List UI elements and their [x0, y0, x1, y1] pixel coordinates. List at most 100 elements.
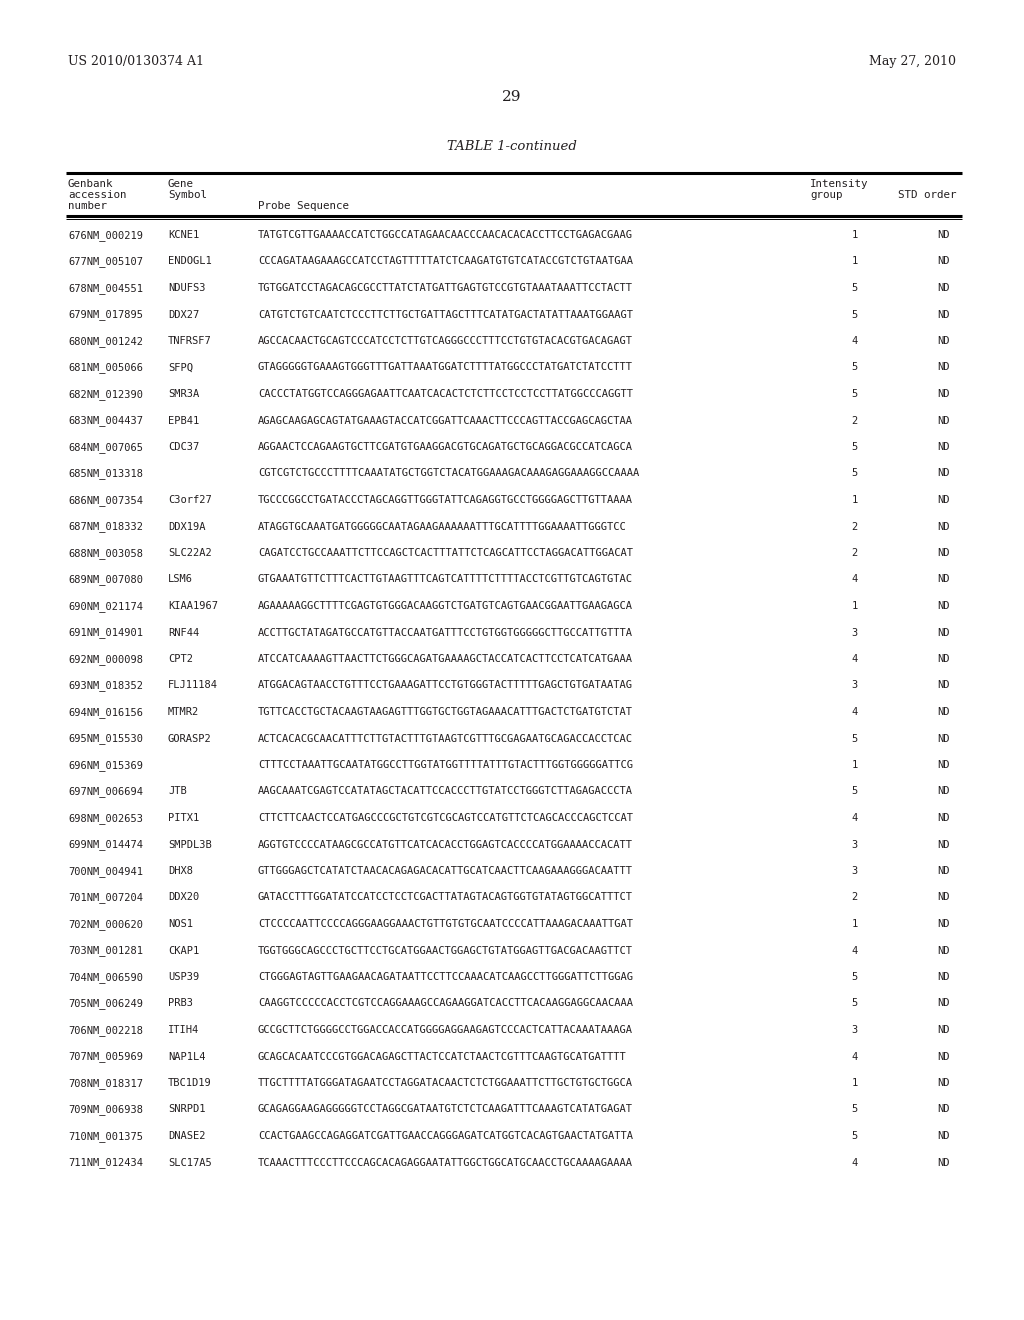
- Text: 2: 2: [852, 521, 858, 532]
- Text: 3: 3: [852, 627, 858, 638]
- Text: CTTTCCTAAATTGCAATATGGCCTTGGTATGGTTTTATTTGTACTTTGGTGGGGGATTCG: CTTTCCTAAATTGCAATATGGCCTTGGTATGGTTTTATTT…: [258, 760, 633, 770]
- Text: Genbank: Genbank: [68, 180, 114, 189]
- Text: 5: 5: [852, 363, 858, 372]
- Text: PITX1: PITX1: [168, 813, 200, 822]
- Text: ND: ND: [938, 469, 950, 479]
- Text: 5: 5: [852, 282, 858, 293]
- Text: ND: ND: [938, 734, 950, 743]
- Text: KCNE1: KCNE1: [168, 230, 200, 240]
- Text: DDX27: DDX27: [168, 309, 200, 319]
- Text: TNFRSF7: TNFRSF7: [168, 337, 212, 346]
- Text: 5: 5: [852, 1131, 858, 1140]
- Text: C3orf27: C3orf27: [168, 495, 212, 506]
- Text: 682NM_012390: 682NM_012390: [68, 389, 143, 400]
- Text: ND: ND: [938, 1052, 950, 1061]
- Text: 706NM_002218: 706NM_002218: [68, 1026, 143, 1036]
- Text: TATGTCGTTGAAAACCATCTGGCCATAGAACAACCCAACACACACCTTCCTGAGACGAAG: TATGTCGTTGAAAACCATCTGGCCATAGAACAACCCAACA…: [258, 230, 633, 240]
- Text: ND: ND: [938, 1131, 950, 1140]
- Text: GCAGCACAATCCCGTGGACAGAGCTTACTCCATCTAACTCGTTTCAAGTGCATGATTTT: GCAGCACAATCCCGTGGACAGAGCTTACTCCATCTAACTC…: [258, 1052, 627, 1061]
- Text: 1: 1: [852, 256, 858, 267]
- Text: KIAA1967: KIAA1967: [168, 601, 218, 611]
- Text: TGTTCACCTGCTACAAGTAAGAGTTTGGTGCTGGTAGAAACATTTGACTCTGATGTCTAT: TGTTCACCTGCTACAAGTAAGAGTTTGGTGCTGGTAGAAA…: [258, 708, 633, 717]
- Text: 692NM_000098: 692NM_000098: [68, 653, 143, 665]
- Text: GCCGCTTCTGGGGCCTGGACCACCATGGGGAGGAAGAGTCCCACTCATTACAAATAAAGA: GCCGCTTCTGGGGCCTGGACCACCATGGGGAGGAAGAGTC…: [258, 1026, 633, 1035]
- Text: 702NM_000620: 702NM_000620: [68, 919, 143, 929]
- Text: 4: 4: [852, 1158, 858, 1167]
- Text: ND: ND: [938, 627, 950, 638]
- Text: GORASP2: GORASP2: [168, 734, 212, 743]
- Text: 697NM_006694: 697NM_006694: [68, 787, 143, 797]
- Text: ND: ND: [938, 653, 950, 664]
- Text: 683NM_004437: 683NM_004437: [68, 416, 143, 426]
- Text: 3: 3: [852, 1026, 858, 1035]
- Text: 5: 5: [852, 469, 858, 479]
- Text: DDX20: DDX20: [168, 892, 200, 903]
- Text: TGTGGATCCTAGACAGCGCCTTATCTATGATTGAGTGTCCGTGTAAATAAATTCCTACTT: TGTGGATCCTAGACAGCGCCTTATCTATGATTGAGTGTCC…: [258, 282, 633, 293]
- Text: 694NM_016156: 694NM_016156: [68, 708, 143, 718]
- Text: TTGCTTTTATGGGATAGAATCCTAGGATACAACTCTCTGGAAATTCTTGCTGTGCTGGCA: TTGCTTTTATGGGATAGAATCCTAGGATACAACTCTCTGG…: [258, 1078, 633, 1088]
- Text: 5: 5: [852, 1105, 858, 1114]
- Text: 701NM_007204: 701NM_007204: [68, 892, 143, 903]
- Text: 695NM_015530: 695NM_015530: [68, 734, 143, 744]
- Text: LSM6: LSM6: [168, 574, 193, 585]
- Text: CATGTCTGTCAATCTCCCTTCTTGCTGATTAGCTTTCATATGACTATATTAAATGGAAGT: CATGTCTGTCAATCTCCCTTCTTGCTGATTAGCTTTCATA…: [258, 309, 633, 319]
- Text: ATCCATCAAAAGTTAACTTCTGGGCAGATGAAAAGCTACCATCACTTCCTCATCATGAAA: ATCCATCAAAAGTTAACTTCTGGGCAGATGAAAAGCTACC…: [258, 653, 633, 664]
- Text: number: number: [68, 201, 106, 211]
- Text: ND: ND: [938, 521, 950, 532]
- Text: ACTCACACGCAACATTTCTTGTACTTTGTAAGTCGTTTGCGAGAATGCAGACCACCTCAC: ACTCACACGCAACATTTCTTGTACTTTGTAAGTCGTTTGC…: [258, 734, 633, 743]
- Text: 5: 5: [852, 309, 858, 319]
- Text: CAAGGTCCCCCACCTCGTCCAGGAAAGCCAGAAGGATCACCTTCACAAGGAGGCAACAAA: CAAGGTCCCCCACCTCGTCCAGGAAAGCCAGAAGGATCAC…: [258, 998, 633, 1008]
- Text: ND: ND: [938, 681, 950, 690]
- Text: ND: ND: [938, 230, 950, 240]
- Text: TGCCCGGCCTGATACCCTAGCAGGTTGGGTATTCAGAGGTGCCTGGGGAGCTTGTTAAAA: TGCCCGGCCTGATACCCTAGCAGGTTGGGTATTCAGAGGT…: [258, 495, 633, 506]
- Text: ND: ND: [938, 601, 950, 611]
- Text: ND: ND: [938, 866, 950, 876]
- Text: CPT2: CPT2: [168, 653, 193, 664]
- Text: CKAP1: CKAP1: [168, 945, 200, 956]
- Text: GATACCTTTGGATATCCATCCTCCTCGACTTATAGTACAGTGGTGTATAGTGGCATTTCT: GATACCTTTGGATATCCATCCTCCTCGACTTATAGTACAG…: [258, 892, 633, 903]
- Text: ND: ND: [938, 919, 950, 929]
- Text: ND: ND: [938, 972, 950, 982]
- Text: JTB: JTB: [168, 787, 186, 796]
- Text: ND: ND: [938, 282, 950, 293]
- Text: ND: ND: [938, 1158, 950, 1167]
- Text: CTGGGAGTAGTTGAAGAACAGATAATTCCTTCCAAACATCAAGCCTTGGGATTCTTGGAG: CTGGGAGTAGTTGAAGAACAGATAATTCCTTCCAAACATC…: [258, 972, 633, 982]
- Text: FLJ11184: FLJ11184: [168, 681, 218, 690]
- Text: TABLE 1-continued: TABLE 1-continued: [447, 140, 577, 153]
- Text: CTTCTTCAACTCCATGAGCCCGCTGTCGTCGCAGTCCATGTTCTCAGCACCCAGCTCCAT: CTTCTTCAACTCCATGAGCCCGCTGTCGTCGCAGTCCATG…: [258, 813, 633, 822]
- Text: 709NM_006938: 709NM_006938: [68, 1105, 143, 1115]
- Text: MTMR2: MTMR2: [168, 708, 200, 717]
- Text: ND: ND: [938, 574, 950, 585]
- Text: ND: ND: [938, 389, 950, 399]
- Text: SMR3A: SMR3A: [168, 389, 200, 399]
- Text: 3: 3: [852, 840, 858, 850]
- Text: ND: ND: [938, 1105, 950, 1114]
- Text: 679NM_017895: 679NM_017895: [68, 309, 143, 321]
- Text: CDC37: CDC37: [168, 442, 200, 451]
- Text: ND: ND: [938, 892, 950, 903]
- Text: 1: 1: [852, 495, 858, 506]
- Text: AGAAAAAGGCTTTTCGAGTGTGGGACAAGGTCTGATGTCAGTGAACGGAATTGAAGAGCA: AGAAAAAGGCTTTTCGAGTGTGGGACAAGGTCTGATGTCA…: [258, 601, 633, 611]
- Text: ND: ND: [938, 256, 950, 267]
- Text: ND: ND: [938, 708, 950, 717]
- Text: 4: 4: [852, 337, 858, 346]
- Text: 5: 5: [852, 972, 858, 982]
- Text: CAGATCCTGCCAAATTCTTCCAGCTCACTTTATTCTCAGCATTCCTAGGACATTGGACAT: CAGATCCTGCCAAATTCTTCCAGCTCACTTTATTCTCAGC…: [258, 548, 633, 558]
- Text: ATAGGTGCAAATGATGGGGGCAATAGAAGAAAAAATTTGCATTTTGGAAAATTGGGTCC: ATAGGTGCAAATGATGGGGGCAATAGAAGAAAAAATTTGC…: [258, 521, 627, 532]
- Text: 693NM_018352: 693NM_018352: [68, 681, 143, 692]
- Text: RNF44: RNF44: [168, 627, 200, 638]
- Text: 703NM_001281: 703NM_001281: [68, 945, 143, 957]
- Text: DDX19A: DDX19A: [168, 521, 206, 532]
- Text: NAP1L4: NAP1L4: [168, 1052, 206, 1061]
- Text: 29: 29: [502, 90, 522, 104]
- Text: 677NM_005107: 677NM_005107: [68, 256, 143, 268]
- Text: May 27, 2010: May 27, 2010: [869, 55, 956, 69]
- Text: ND: ND: [938, 309, 950, 319]
- Text: 5: 5: [852, 389, 858, 399]
- Text: 681NM_005066: 681NM_005066: [68, 363, 143, 374]
- Text: GTTGGGAGCTCATATCTAACACAGAGACACATTGCATCAACTTCAAGAAAGGGACAATTT: GTTGGGAGCTCATATCTAACACAGAGACACATTGCATCAA…: [258, 866, 633, 876]
- Text: ND: ND: [938, 363, 950, 372]
- Text: AGCCACAACTGCAGTCCCATCCTCTTGTCAGGGCCCTTTCCTGTGTACACGTGACAGAGT: AGCCACAACTGCAGTCCCATCCTCTTGTCAGGGCCCTTTC…: [258, 337, 633, 346]
- Text: 1: 1: [852, 1078, 858, 1088]
- Text: 689NM_007080: 689NM_007080: [68, 574, 143, 585]
